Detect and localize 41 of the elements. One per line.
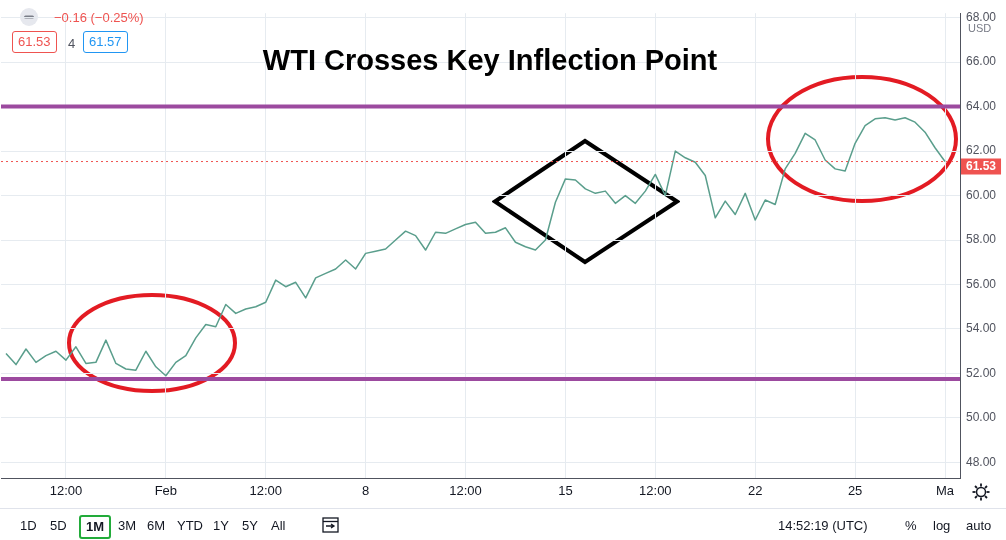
y-tick-label: 62.00 bbox=[966, 143, 997, 158]
text: WTI Crosses Key Inflection Point bbox=[262, 44, 718, 76]
y-tick-label: 54.00 bbox=[966, 321, 997, 336]
y-tick-label: 58.00 bbox=[966, 232, 997, 247]
text: All bbox=[271, 518, 286, 534]
annotation: −0.16 (−0.25%) bbox=[54, 10, 144, 26]
text: 3M bbox=[118, 518, 137, 534]
x-tick-label: 8 bbox=[362, 483, 370, 499]
y-tick-label: 52.00 bbox=[966, 365, 997, 380]
text: log bbox=[933, 518, 951, 534]
x-tick-label: 12:00 bbox=[639, 483, 672, 499]
x-tick-label: 22 bbox=[747, 483, 763, 499]
x-tick-label: Feb bbox=[154, 483, 178, 499]
x-tick-label: 12:00 bbox=[449, 483, 482, 499]
text: 6M bbox=[147, 518, 166, 534]
ref-line-label: 61.53 bbox=[966, 158, 997, 173]
text: 5D bbox=[50, 518, 67, 534]
x-tick-label: 12:00 bbox=[249, 483, 282, 499]
y-tick-label: 68.00 bbox=[966, 9, 997, 24]
y-tick-label: 50.00 bbox=[966, 410, 997, 425]
text: 5Y bbox=[242, 518, 258, 534]
text: YTD bbox=[177, 518, 203, 534]
text: 1D bbox=[20, 518, 37, 534]
y-tick-label: 48.00 bbox=[966, 454, 997, 469]
x-tick-label: 25 bbox=[847, 483, 863, 499]
annotation: 61.53 bbox=[12, 31, 57, 53]
y-tick-label: 64.00 bbox=[966, 98, 997, 113]
x-tick-label: 12:00 bbox=[49, 483, 83, 499]
x-tick-label: 15 bbox=[558, 483, 573, 499]
y-tick-label: 56.00 bbox=[966, 276, 997, 291]
x-tick-label: Ma bbox=[935, 483, 955, 499]
text: 1Y bbox=[213, 518, 229, 534]
text: % bbox=[905, 518, 917, 534]
annotation: 4 bbox=[68, 36, 76, 52]
annotation: 61.57 bbox=[83, 31, 128, 53]
y-tick-label: 60.00 bbox=[966, 187, 997, 202]
text: 1M bbox=[79, 515, 112, 539]
text: USD bbox=[968, 21, 992, 36]
text: auto bbox=[966, 518, 992, 534]
text: 14:52:19 (UTC) bbox=[778, 518, 868, 534]
y-tick-label: 66.00 bbox=[966, 54, 997, 69]
